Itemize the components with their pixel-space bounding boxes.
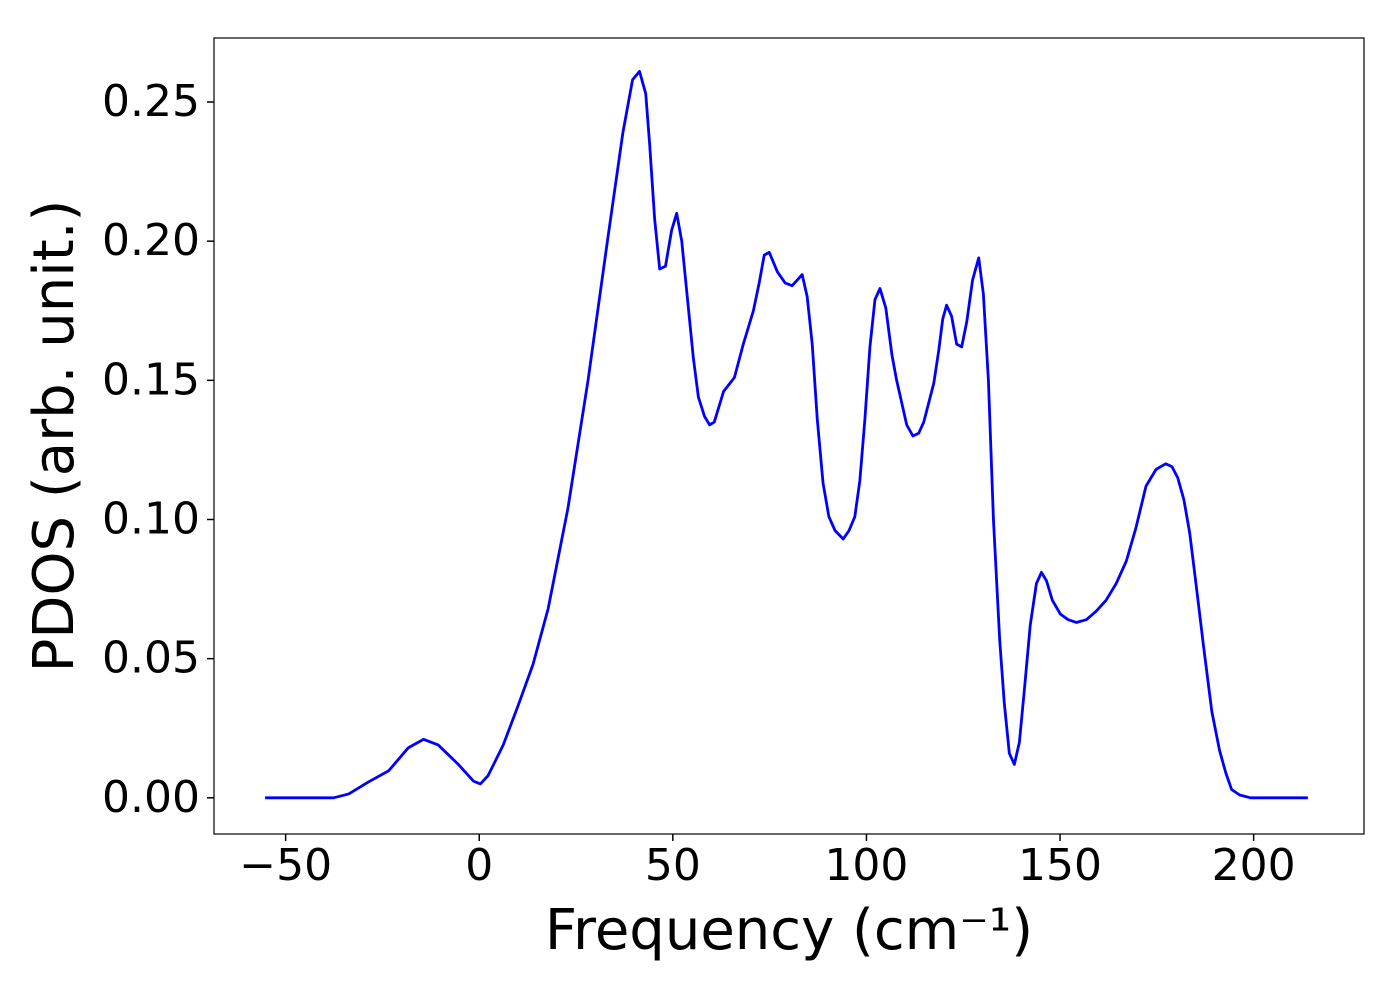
y-tick-label: 0.15	[102, 354, 200, 405]
x-tick-label: 100	[824, 840, 908, 891]
data-line	[265, 70, 1308, 800]
y-tick-label: 0.05	[102, 633, 200, 684]
y-tick-label: 0.10	[102, 493, 200, 544]
x-tick-label: 200	[1212, 840, 1296, 891]
y-tick-label: 0.20	[102, 215, 200, 266]
y-axis-label: PDOS (arb. unit.)	[22, 200, 87, 673]
x-axis-label: Frequency (cm⁻¹)	[545, 898, 1033, 963]
x-tick-label: 50	[645, 840, 701, 891]
y-tick-label: 0.00	[102, 772, 200, 823]
x-tick-label: 150	[1018, 840, 1102, 891]
x-tick-label: 0	[465, 840, 493, 891]
plot-frame	[213, 37, 1365, 835]
x-tick-label: −50	[239, 840, 332, 891]
y-tick-label: 0.25	[102, 76, 200, 127]
